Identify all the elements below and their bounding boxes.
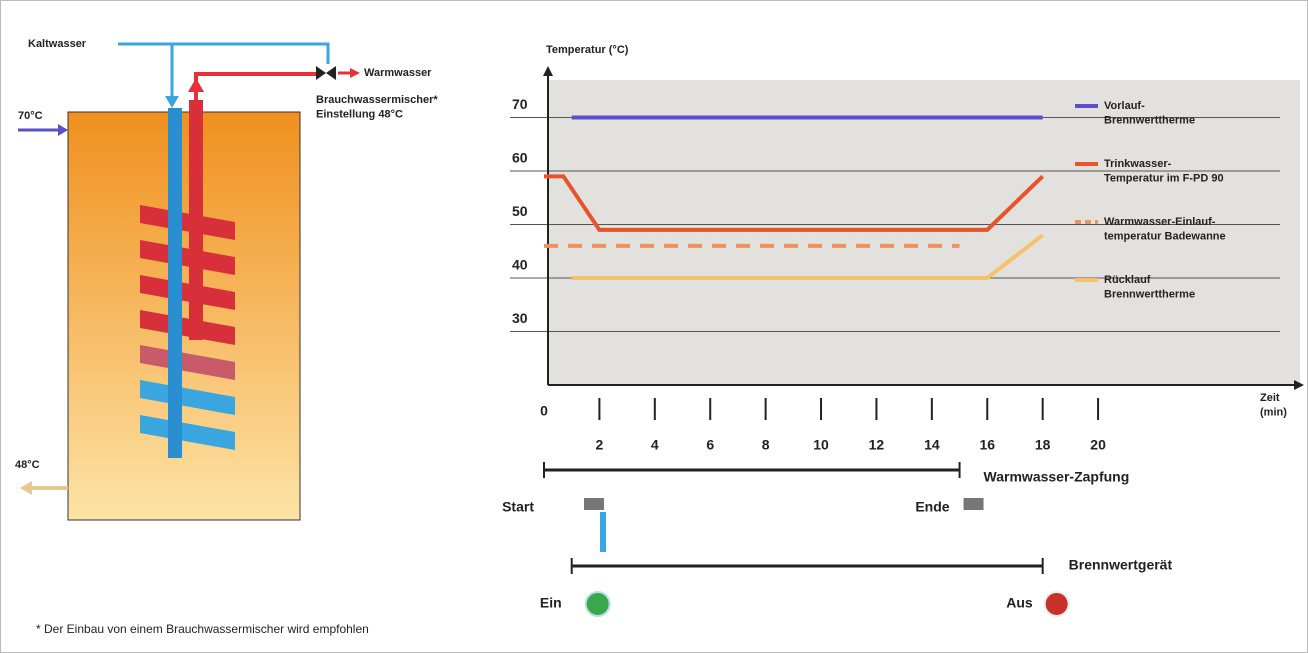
x-tick-label: 8 xyxy=(762,437,770,453)
legend-label: Trinkwasser-Temperatur im F-PD 90 xyxy=(1104,158,1224,184)
arrow xyxy=(188,78,204,92)
y-tick-label: 50 xyxy=(512,203,528,219)
y-tick-label: 40 xyxy=(512,257,528,273)
x-axis-label: Zeit (min) xyxy=(1260,392,1287,418)
x-tick-label: 10 xyxy=(813,437,829,453)
data-line xyxy=(571,233,1044,280)
x-tick-label: 20 xyxy=(1090,437,1106,453)
label: 48°C xyxy=(15,459,40,471)
x-tick-label: 16 xyxy=(979,437,995,453)
cold-riser xyxy=(168,108,182,458)
footnote: * Der Einbau von einem Brauchwassermisch… xyxy=(36,622,369,636)
data-line xyxy=(544,174,1045,232)
legend-label: Rücklauf Brennwerttherme xyxy=(1104,274,1195,300)
arrow xyxy=(58,124,68,136)
arrow xyxy=(1294,380,1304,390)
valve xyxy=(326,66,336,80)
label: Brauchwassermischer* Einstellung 48°C xyxy=(316,94,438,120)
y-tick-label: 30 xyxy=(512,310,528,326)
x-tick-label: 2 xyxy=(596,437,604,453)
y-tick-label: 70 xyxy=(512,96,528,112)
tank xyxy=(67,111,301,521)
label: 70°C xyxy=(18,110,43,122)
valve xyxy=(316,66,326,80)
cold-pipe xyxy=(118,42,330,64)
power-icon xyxy=(584,591,611,617)
legend-label: Warmwasser-Einlauf-temperatur Badewanne xyxy=(1104,216,1226,242)
timeline-label: Brennwertgerät xyxy=(1069,557,1173,573)
power-icon xyxy=(1043,591,1070,617)
timeline-label: Warmwasser-Zapfung xyxy=(984,469,1130,485)
tank-diagram: Kaltwasser Warmwasser Brauchwassermische… xyxy=(15,38,438,636)
x-tick-label: 18 xyxy=(1035,437,1051,453)
x-tick-label: 4 xyxy=(651,437,659,453)
timeline-start: Start xyxy=(502,499,534,515)
label: Kaltwasser xyxy=(28,38,87,50)
x-tick-label: 12 xyxy=(869,437,885,453)
timeline-end: Aus xyxy=(1006,595,1033,611)
plot-area xyxy=(548,80,1300,385)
x-tick-label: 6 xyxy=(706,437,714,453)
warm-riser xyxy=(189,100,203,340)
label: Warmwasser xyxy=(364,67,432,79)
x-tick-label: 0 xyxy=(540,403,548,419)
arrow xyxy=(543,66,553,76)
water-stream xyxy=(600,512,606,552)
y-axis-label: Temperatur (°C) xyxy=(546,44,629,56)
tap-icon xyxy=(963,498,984,510)
timeline-start: Ein xyxy=(540,595,562,611)
arrow xyxy=(20,481,32,495)
legend-label: Vorlauf-Brennwerttherme xyxy=(1104,100,1195,126)
arrow xyxy=(350,68,360,78)
tap-icon xyxy=(584,498,604,510)
arrow xyxy=(165,96,179,108)
y-tick-label: 60 xyxy=(512,150,528,166)
coils xyxy=(140,205,235,450)
timeline-end: Ende xyxy=(915,499,949,515)
x-tick-label: 14 xyxy=(924,437,940,453)
